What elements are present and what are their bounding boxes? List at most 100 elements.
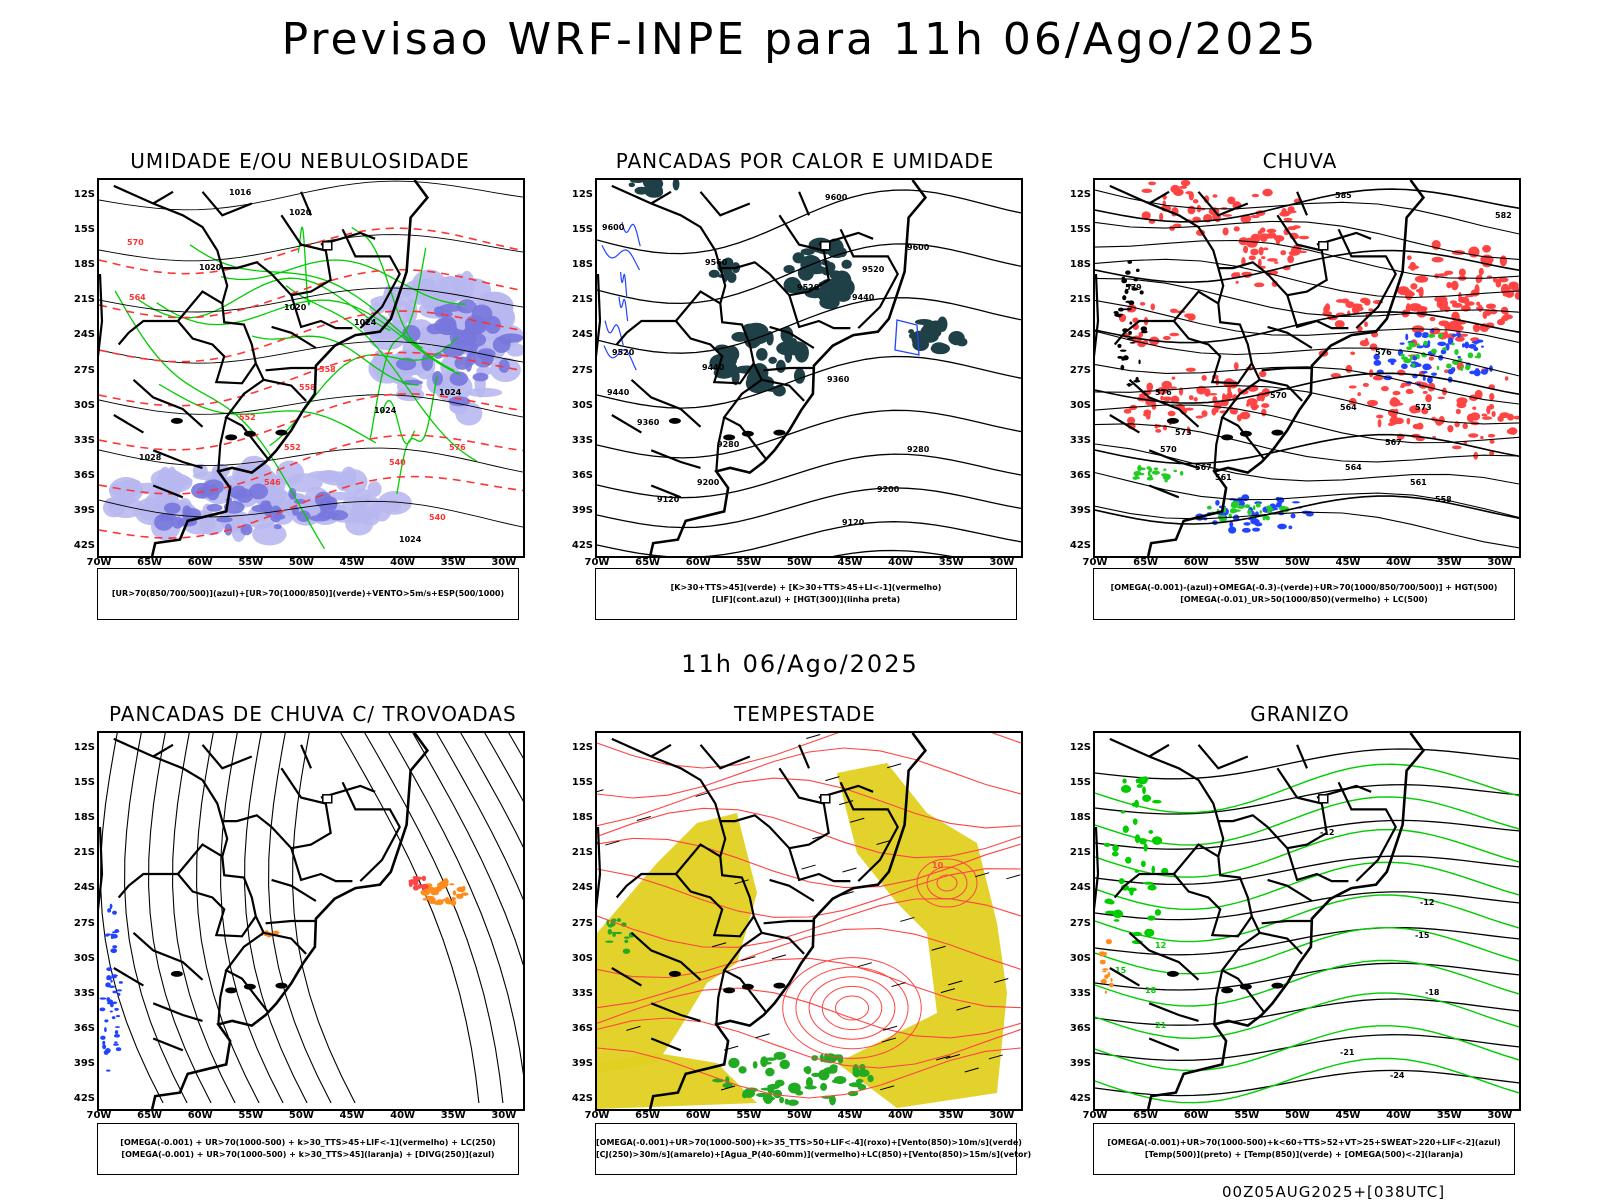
legend-line: [K>30+TTS>45](verde) + [K>30+TTS>45+LI<-… [670,583,942,592]
longitude-tick-label: 35W [1436,557,1462,568]
latitude-tick-label: 42S [571,540,593,551]
latitude-tick-label: 27S [73,917,95,929]
latitude-tick-label: 24S [1069,882,1091,894]
contour-label: 582 [1495,211,1512,220]
contour-label: 9600 [907,243,930,252]
contour-label: 9520 [797,283,820,292]
longitude-tick-label: 45W [1335,1110,1361,1121]
contour-label: 567 [1385,438,1402,447]
latitude-tick-label: 15S [571,224,593,236]
longitude-tick-label: 70W [86,1110,112,1121]
mid-title: 11h 06/Ago/2025 [681,650,919,678]
weather-map [99,733,523,1109]
latitude-tick-label: 18S [1069,259,1091,271]
contour-label: 15 [1115,966,1127,975]
contour-label: 546 [264,478,281,487]
longitude-tick-label: 55W [1234,557,1260,568]
contour-label: 570 [1270,391,1287,400]
latitude-tick-label: 36S [571,1022,593,1034]
latitude-tick-label: 27S [1069,917,1091,929]
contour-label: -15 [1415,931,1430,940]
weather-map: 10 [597,733,1021,1109]
longitude-tick-label: 45W [339,557,365,568]
latitude-tick-label: 36S [1069,1022,1091,1034]
longitude-tick-label: 50W [1284,557,1310,568]
longitude-tick-label: 65W [635,557,661,568]
contour-label: 12 [1155,941,1166,950]
legend-line: [OMEGA(-0.001)-(azul)+OMEGA(-0.3)-(verde… [1110,583,1498,592]
latitude-tick-label: 39S [571,504,593,516]
latitude-tick-label: 36S [571,469,593,481]
longitude-tick-label: 30W [989,1110,1015,1121]
map-frame: 1016 1020 1020 1020 1024 1024 1024 1028 1024 576 5… [97,178,525,558]
longitude-tick-label: 35W [440,557,466,568]
panel-title: PANCADAS POR CALOR E UMIDADE [615,149,995,173]
latitude-tick-label: 18S [571,259,593,271]
legend-box: [K>30+TTS>45](verde) + [K>30+TTS>45+LI<-… [595,568,1017,620]
latitude-tick-label: 21S [571,847,593,859]
contour-label: 1024 [399,535,422,544]
longitude-tick-label: 65W [635,1110,661,1121]
panel-title: UMIDADE E/OU NEBULOSIDADE [130,149,470,173]
contour-label: 1016 [229,188,252,197]
longitude-tick-label: 70W [584,1110,610,1121]
contour-label: 585 [1335,191,1352,200]
longitude-tick-label: 65W [1133,1110,1159,1121]
longitude-tick-label: 55W [1234,1110,1260,1121]
legend-line: [UR>70(850/700/500)](azul)+[UR>70(1000/8… [111,589,505,598]
longitude-tick-label: 35W [1436,1110,1462,1121]
longitude-tick-label: 60W [685,1110,711,1121]
longitude-tick-label: 40W [1386,557,1412,568]
contour-label: 564 [129,293,146,302]
longitude-tick-label: 70W [1082,1110,1108,1121]
legend-line: [Temp(500)](preto) + [Temp(850)](verde) … [1144,1150,1464,1159]
longitude-tick-label: 40W [888,1110,914,1121]
longitude-tick-label: 70W [584,557,610,568]
panel-title: GRANIZO [1250,702,1350,726]
latitude-tick-label: 30S [1069,399,1091,411]
latitude-tick-label: 39S [1069,504,1091,516]
longitude-tick-label: 60W [187,557,213,568]
legend-box: [OMEGA(-0.001)+UR>70(1000-500)+k<60+TTS>… [1093,1123,1515,1175]
latitude-tick-label: 30S [1069,952,1091,964]
latitude-tick-label: 21S [1069,847,1091,859]
longitude-tick-label: 30W [491,1110,517,1121]
latitude-tick-label: 24S [571,882,593,894]
latitude-tick-label: 36S [73,469,95,481]
latitude-tick-label: 15S [73,224,95,236]
latitude-tick-label: 21S [73,847,95,859]
latitude-tick-label: 27S [571,917,593,929]
latitude-tick-label: 15S [1069,224,1091,236]
longitude-tick-label: 35W [938,1110,964,1121]
longitude-tick-label: 30W [989,557,1015,568]
contour-label: -18 [1425,988,1440,997]
contour-label: 573 [1175,428,1192,437]
contour-label: -24 [1390,1071,1405,1080]
legend-line: [OMEGA(-0.001)+UR>70(1000-500)+k<60+TTS>… [1107,1138,1501,1147]
latitude-tick-label: 30S [571,399,593,411]
contour-label: 540 [389,458,406,467]
contour-label: 9520 [862,265,885,274]
latitude-tick-label: 18S [73,812,95,824]
contour-label: 558 [299,383,316,392]
contour-label: 9200 [877,485,900,494]
latitude-tick-label: 27S [571,364,593,376]
contour-label: 9440 [702,363,725,372]
contour-label: 576 [449,443,466,452]
contour-label: 9520 [612,348,635,357]
latitude-tick-label: 33S [1069,987,1091,999]
latitude-tick-label: 18S [73,259,95,271]
panel-title: PANCADAS DE CHUVA C/ TROVOADAS [109,702,517,726]
map-frame: -12 -12 -15 -18 -21 -24 15 12 18 21 [1093,731,1521,1111]
weather-map: 1016102010201020102410241024102810245765… [99,180,523,556]
latitude-tick-label: 12S [1069,189,1091,200]
contour-label: 9600 [825,193,848,202]
latitude-tick-label: 12S [571,189,593,200]
longitude-tick-label: 30W [1487,557,1513,568]
contour-label: 570 [127,238,144,247]
contour-label: 570 [1160,445,1177,454]
contour-label: 1020 [289,208,312,217]
longitude-tick-label: 65W [1133,557,1159,568]
latitude-tick-label: 21S [73,294,95,306]
